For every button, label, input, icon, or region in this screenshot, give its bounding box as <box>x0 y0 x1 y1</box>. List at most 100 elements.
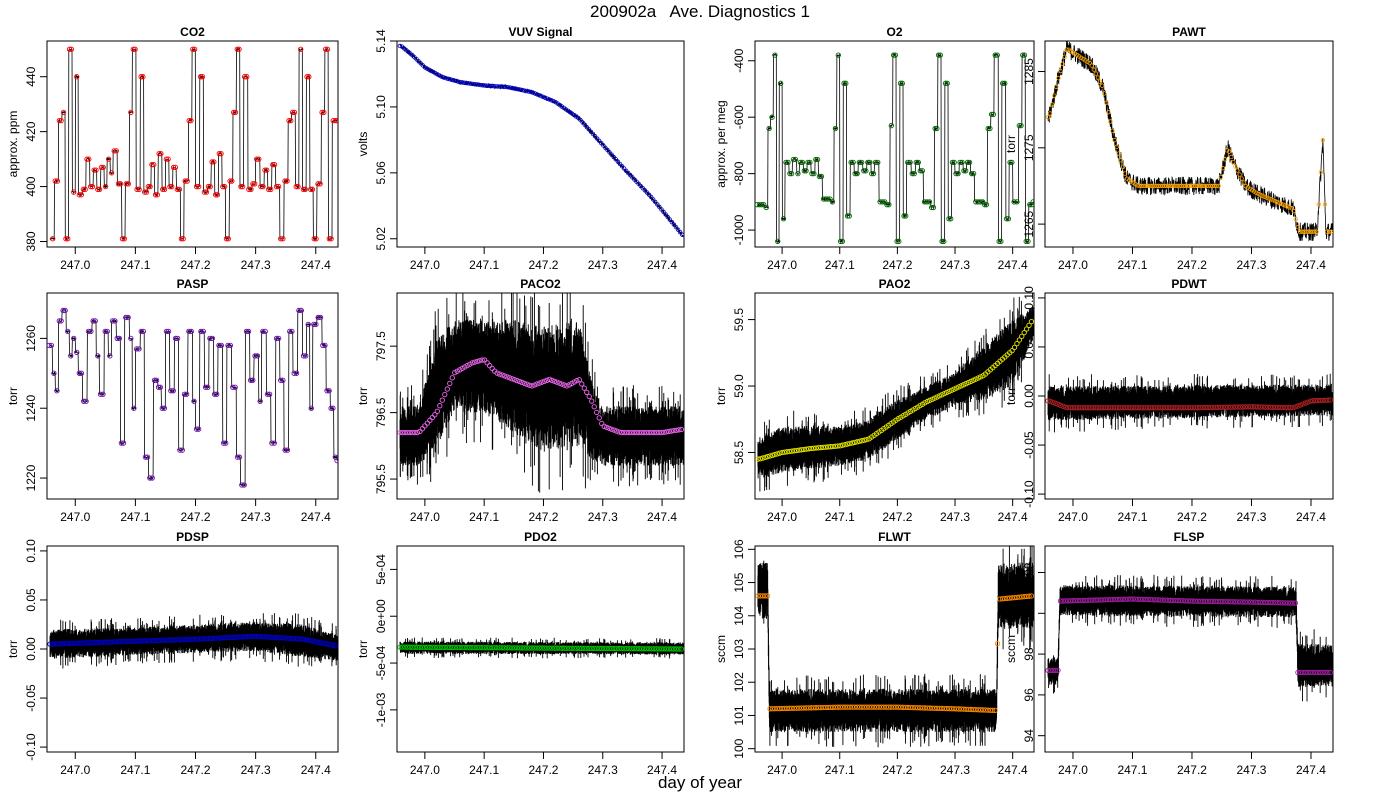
avg-point <box>1235 404 1241 410</box>
avg-point <box>975 375 981 381</box>
avg-point <box>76 192 82 198</box>
avg-point <box>516 378 523 385</box>
avg-point <box>125 638 131 645</box>
avg-point <box>875 159 881 165</box>
avg-point <box>815 445 822 451</box>
avg-point <box>196 636 202 642</box>
avg-point <box>787 170 793 177</box>
avg-point <box>1132 405 1139 411</box>
avg-point <box>1285 404 1291 411</box>
x-tick-label: 247.2 <box>882 763 912 777</box>
avg-point <box>1070 405 1076 411</box>
avg-point <box>996 238 1002 245</box>
avg-point <box>886 202 892 208</box>
avg-point <box>1175 597 1181 604</box>
avg-point <box>865 159 871 165</box>
avg-point <box>896 238 902 245</box>
avg-point <box>1177 405 1184 411</box>
plot-area <box>397 293 684 493</box>
avg-point <box>1145 405 1151 411</box>
avg-point <box>539 379 545 385</box>
avg-point <box>1300 401 1306 407</box>
avg-point <box>445 76 450 81</box>
avg-point <box>1116 151 1121 156</box>
avg-point <box>959 159 965 165</box>
avg-point <box>780 216 787 222</box>
avg-point <box>1190 598 1196 604</box>
avg-point <box>239 634 245 640</box>
avg-point <box>1287 405 1294 411</box>
avg-point <box>1162 597 1169 603</box>
avg-point <box>611 427 617 433</box>
avg-point <box>1210 404 1216 411</box>
avg-point <box>464 80 469 86</box>
avg-point <box>220 183 226 190</box>
avg-point <box>1099 83 1105 88</box>
avg-point <box>762 454 768 461</box>
avg-point <box>62 307 68 314</box>
avg-point <box>1205 404 1211 411</box>
avg-point <box>946 388 952 395</box>
avg-point <box>142 454 149 460</box>
avg-point <box>643 429 650 436</box>
y-tick-label: 101 <box>732 705 746 725</box>
avg-point <box>589 398 595 404</box>
avg-point <box>293 183 299 190</box>
plot-area <box>755 546 1034 748</box>
avg-point <box>326 388 332 394</box>
avg-point <box>643 646 650 652</box>
avg-point <box>234 634 240 640</box>
avg-point <box>248 186 254 192</box>
avg-point <box>58 118 64 124</box>
avg-point <box>1085 405 1091 411</box>
avg-point <box>1192 598 1199 604</box>
avg-point <box>837 443 843 449</box>
avg-point <box>325 641 331 647</box>
avg-point <box>757 456 763 462</box>
y-tick-label: 797.5 <box>374 331 388 361</box>
avg-point <box>58 318 64 324</box>
avg-point <box>516 645 523 651</box>
panel-title: PDWT <box>1171 277 1207 291</box>
avg-point <box>223 236 230 242</box>
avg-point <box>1080 405 1086 411</box>
avg-point <box>222 183 228 190</box>
avg-point <box>1064 47 1069 52</box>
avg-point <box>163 328 170 335</box>
avg-point <box>1275 404 1281 411</box>
avg-point <box>953 170 959 177</box>
avg-point <box>579 645 585 651</box>
avg-point <box>1002 595 1008 602</box>
avg-point <box>1095 405 1101 411</box>
avg-point <box>57 641 63 647</box>
avg-point <box>760 455 766 461</box>
avg-point <box>467 644 473 651</box>
avg-point <box>1000 80 1006 86</box>
avg-point <box>231 634 237 640</box>
avg-point <box>91 167 97 173</box>
avg-point <box>888 123 894 129</box>
avg-point <box>1180 598 1186 604</box>
avg-point <box>1122 171 1128 176</box>
avg-point <box>1270 599 1276 606</box>
avg-point <box>764 593 771 599</box>
panel-title: PDO2 <box>524 530 557 544</box>
avg-point <box>1115 596 1121 603</box>
avg-point <box>116 335 122 342</box>
avg-point <box>536 92 542 98</box>
avg-point <box>1267 599 1274 606</box>
avg-point <box>201 189 208 195</box>
avg-point <box>872 159 879 165</box>
avg-point <box>56 318 62 324</box>
raw-trace <box>1047 373 1333 433</box>
avg-point <box>1058 68 1063 74</box>
avg-point <box>1100 597 1106 603</box>
avg-point <box>1207 598 1214 605</box>
avg-point <box>985 125 991 132</box>
avg-point <box>321 109 327 116</box>
y-tick-label: -800 <box>732 161 746 185</box>
avg-point <box>397 43 403 49</box>
avg-point <box>678 426 684 433</box>
avg-point <box>328 236 334 242</box>
avg-point <box>132 46 138 52</box>
